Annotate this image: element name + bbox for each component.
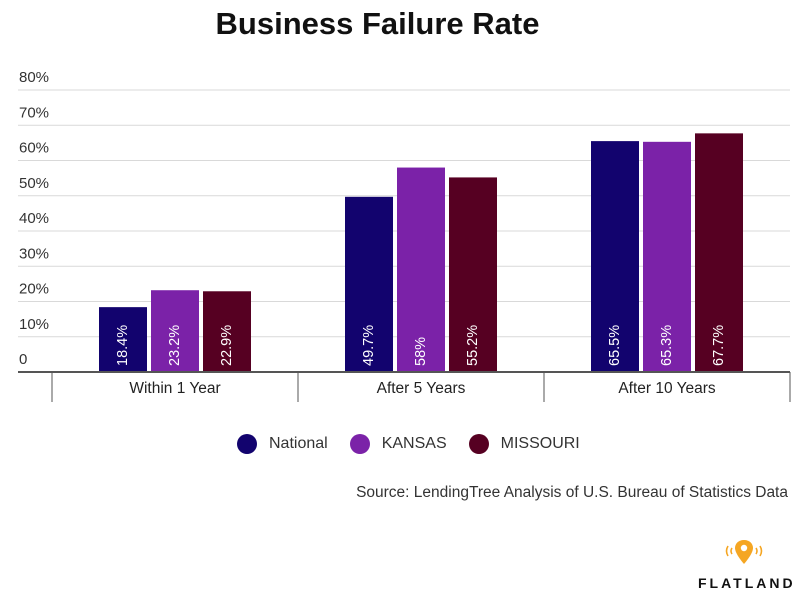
bar [345, 196, 393, 372]
bar-value-label: 23.2% [167, 325, 183, 366]
bar-value-label: 55.2% [465, 325, 481, 366]
y-tick-label: 60% [19, 140, 49, 157]
legend-item-missouri: MISSOURI [468, 434, 580, 454]
y-tick-label: 80% [19, 69, 49, 86]
bar-value-label: 49.7% [361, 325, 377, 366]
legend-swatch-missouri [468, 434, 489, 454]
x-tick-label: After 10 Years [618, 380, 716, 397]
x-tick-label: After 5 Years [377, 380, 466, 397]
bar-value-label: 65.3% [659, 325, 675, 366]
legend-label-missouri: MISSOURI [500, 435, 580, 452]
legend-label-kansas: KANSAS [381, 435, 447, 452]
x-axis: Within 1 Year After 5 Years After 10 Years [18, 371, 791, 402]
x-tick-label: Within 1 Year [129, 380, 220, 397]
y-axis-ticks: 0 10% 20% 30% 40% 50% 60% 70% 80% [19, 69, 49, 368]
bars: 18.4% 23.2% 22.9% 49.7% 58% 55.2% 65.5% 65.3% 67… [99, 133, 743, 372]
bar-value-label: 58% [413, 337, 429, 366]
bar [591, 141, 639, 372]
brand-logo: FLATLAND [698, 538, 796, 591]
bar-chart: 0 10% 20% 30% 40% 50% 60% 70% 80% 18.4% 23.2% 22.9… [18, 69, 791, 402]
y-tick-label: 50% [19, 175, 49, 192]
legend-item-national: National [237, 434, 328, 454]
legend-label-national: National [269, 435, 328, 452]
legend-swatch-kansas [349, 434, 370, 454]
y-tick-label: 40% [19, 210, 49, 227]
bar-value-label: 18.4% [115, 325, 131, 366]
legend-swatch-national [237, 434, 257, 454]
source-note: Source: LendingTree Analysis of U.S. Bur… [356, 484, 788, 501]
bar [99, 307, 147, 372]
y-tick-label: 20% [19, 281, 49, 298]
bar [203, 291, 251, 372]
bar [449, 177, 497, 372]
bar [151, 290, 199, 372]
chart-title: Business Failure Rate [215, 6, 540, 41]
bar-value-label: 22.9% [219, 325, 235, 366]
bar [397, 167, 445, 372]
y-tick-label: 30% [19, 245, 49, 262]
bar [643, 141, 691, 372]
bar-value-label: 65.5% [607, 325, 623, 366]
y-tick-label: 10% [19, 316, 49, 333]
legend-item-kansas: KANSAS [349, 434, 447, 454]
brand-name: FLATLAND [698, 575, 796, 591]
legend: National KANSAS MISSOURI [237, 434, 602, 454]
y-tick-label: 70% [19, 104, 49, 121]
y-tick-label: 0 [19, 351, 27, 368]
bar-value-label: 67.7% [711, 325, 727, 366]
location-pin-icon [725, 540, 763, 564]
bar [695, 133, 743, 372]
